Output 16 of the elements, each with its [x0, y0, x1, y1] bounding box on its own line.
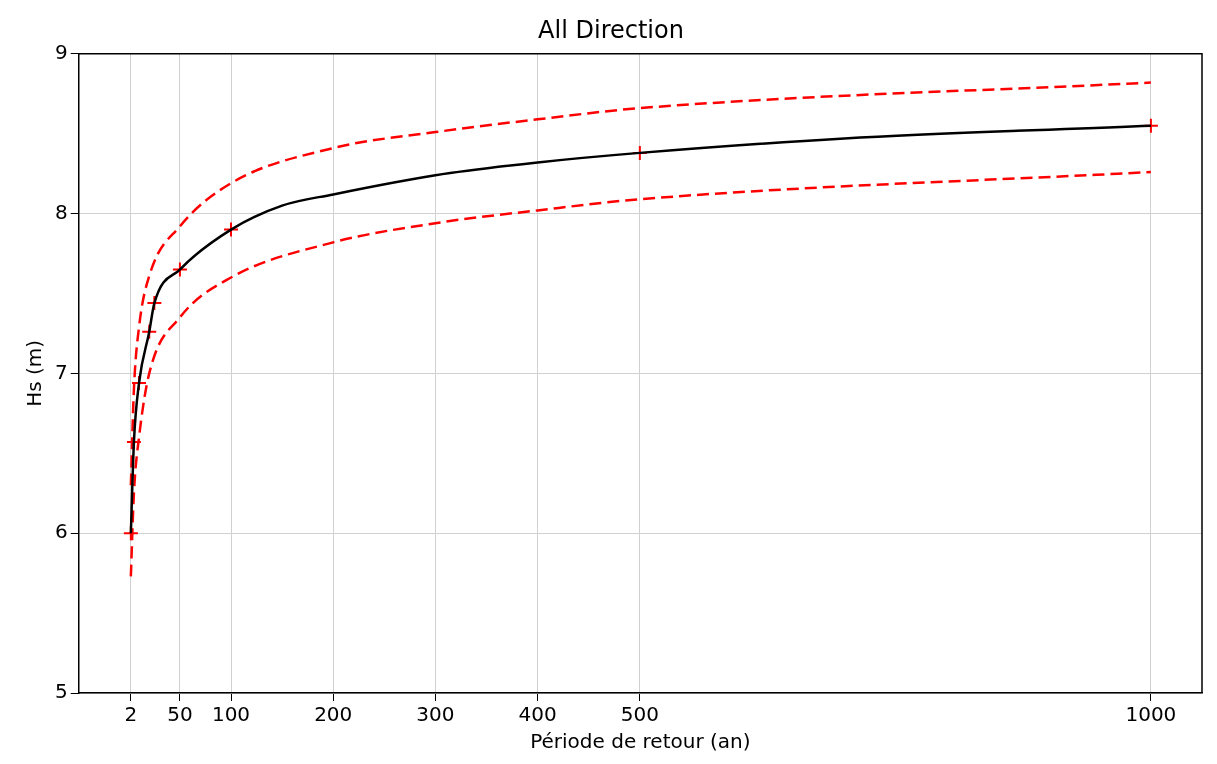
- x-tick-label: 2: [124, 702, 138, 727]
- x-tick-label: 300: [416, 702, 455, 727]
- x-tick-label: 400: [518, 702, 557, 727]
- x-tick-label: 200: [314, 702, 353, 727]
- x-tick-label: 1000: [1125, 702, 1177, 727]
- y-tick-label: 9: [54, 40, 68, 64]
- x-tick-label: 500: [620, 702, 659, 727]
- x-tick-label: 50: [167, 702, 193, 727]
- y-tick-label: 7: [54, 359, 68, 384]
- y-tick-label: 5: [54, 679, 68, 704]
- x-tick-label: 100: [211, 702, 251, 727]
- y-tick-label: 6: [54, 519, 68, 544]
- y-tick-label: 8: [54, 199, 68, 224]
- x-axis-title: Période de retour (an): [530, 729, 751, 754]
- chart-title: All Direction: [538, 15, 684, 44]
- y-axis-title: Hs (m): [22, 339, 47, 407]
